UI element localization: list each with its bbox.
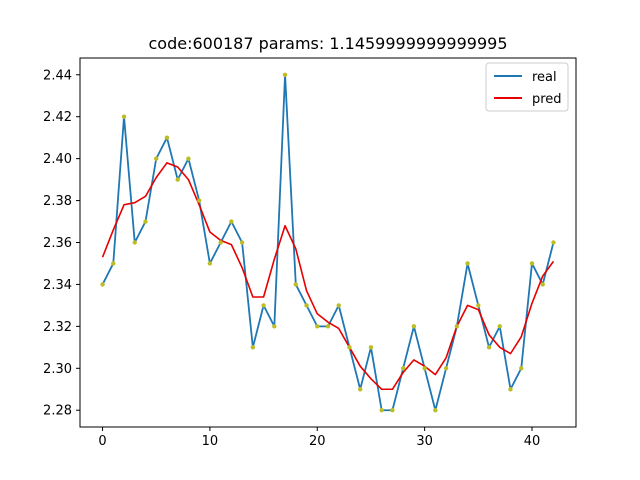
data-point-real [508,387,513,392]
data-point-real [336,303,341,308]
data-point-real [293,282,298,287]
data-point-real [196,198,202,203]
data-point-real [304,303,309,308]
data-point-real [497,324,502,329]
legend-label-real: real [532,70,557,85]
data-point-real [218,240,223,245]
data-point-real [250,345,256,350]
data-point-real [261,303,266,308]
data-point-real [443,366,449,371]
y-tick-label: 2.36 [43,236,72,251]
x-tick-label: 20 [309,434,326,449]
data-point-real [379,408,384,413]
data-point-real [465,261,470,266]
data-point-real [529,261,535,266]
data-point-real [111,261,116,266]
plot-area [100,72,556,413]
data-point-real [358,387,363,392]
x-tick-label: 0 [98,434,106,449]
y-tick-label: 2.30 [43,362,72,377]
data-point-real [486,345,492,350]
y-tick-label: 2.32 [43,320,72,335]
chart-title: code:600187 params: 1.1459999999999995 [148,34,507,53]
data-point-real [229,219,234,224]
data-point-real [368,345,374,350]
data-point-real [476,303,481,308]
axes: 0 10 20 30 40 2.28 2.30 2.32 2.34 2.36 2.38 2.40 2.4… [43,57,577,449]
data-point-real [400,366,406,371]
x-tick-label: 30 [416,434,433,449]
y-tick-label: 2.44 [43,68,72,83]
data-point-real [411,324,417,329]
series-line-pred [101,162,555,391]
data-point-real [132,240,137,245]
data-point-real [239,240,245,245]
y-tick-label: 2.28 [43,404,72,419]
data-point-real [390,408,395,413]
data-point-real [540,282,545,287]
data-point-real [154,156,159,161]
legend: real pred [485,62,569,112]
data-point-real [143,219,148,224]
data-point-real [551,240,556,245]
data-point-real [315,324,320,329]
y-tick-label: 2.42 [43,110,72,125]
data-point-real [422,366,427,371]
data-point-real [454,324,460,329]
data-point-real [519,366,524,371]
data-point-real [164,135,170,140]
y-tick-label: 2.40 [43,152,72,167]
data-point-real [282,72,288,77]
data-point-real [100,282,105,287]
x-tick-label: 10 [202,434,219,449]
x-tick-label: 40 [524,434,541,449]
y-tick-label: 2.34 [43,278,72,293]
data-point-real [207,261,213,266]
data-point-real [325,324,331,329]
data-point-real [433,408,438,413]
data-point-real [121,114,127,119]
data-point-real [347,345,352,350]
legend-label-pred: pred [532,92,562,107]
data-point-real [175,177,180,182]
data-point-real [186,156,191,161]
y-tick-label: 2.38 [43,194,72,209]
data-point-real [272,324,277,329]
